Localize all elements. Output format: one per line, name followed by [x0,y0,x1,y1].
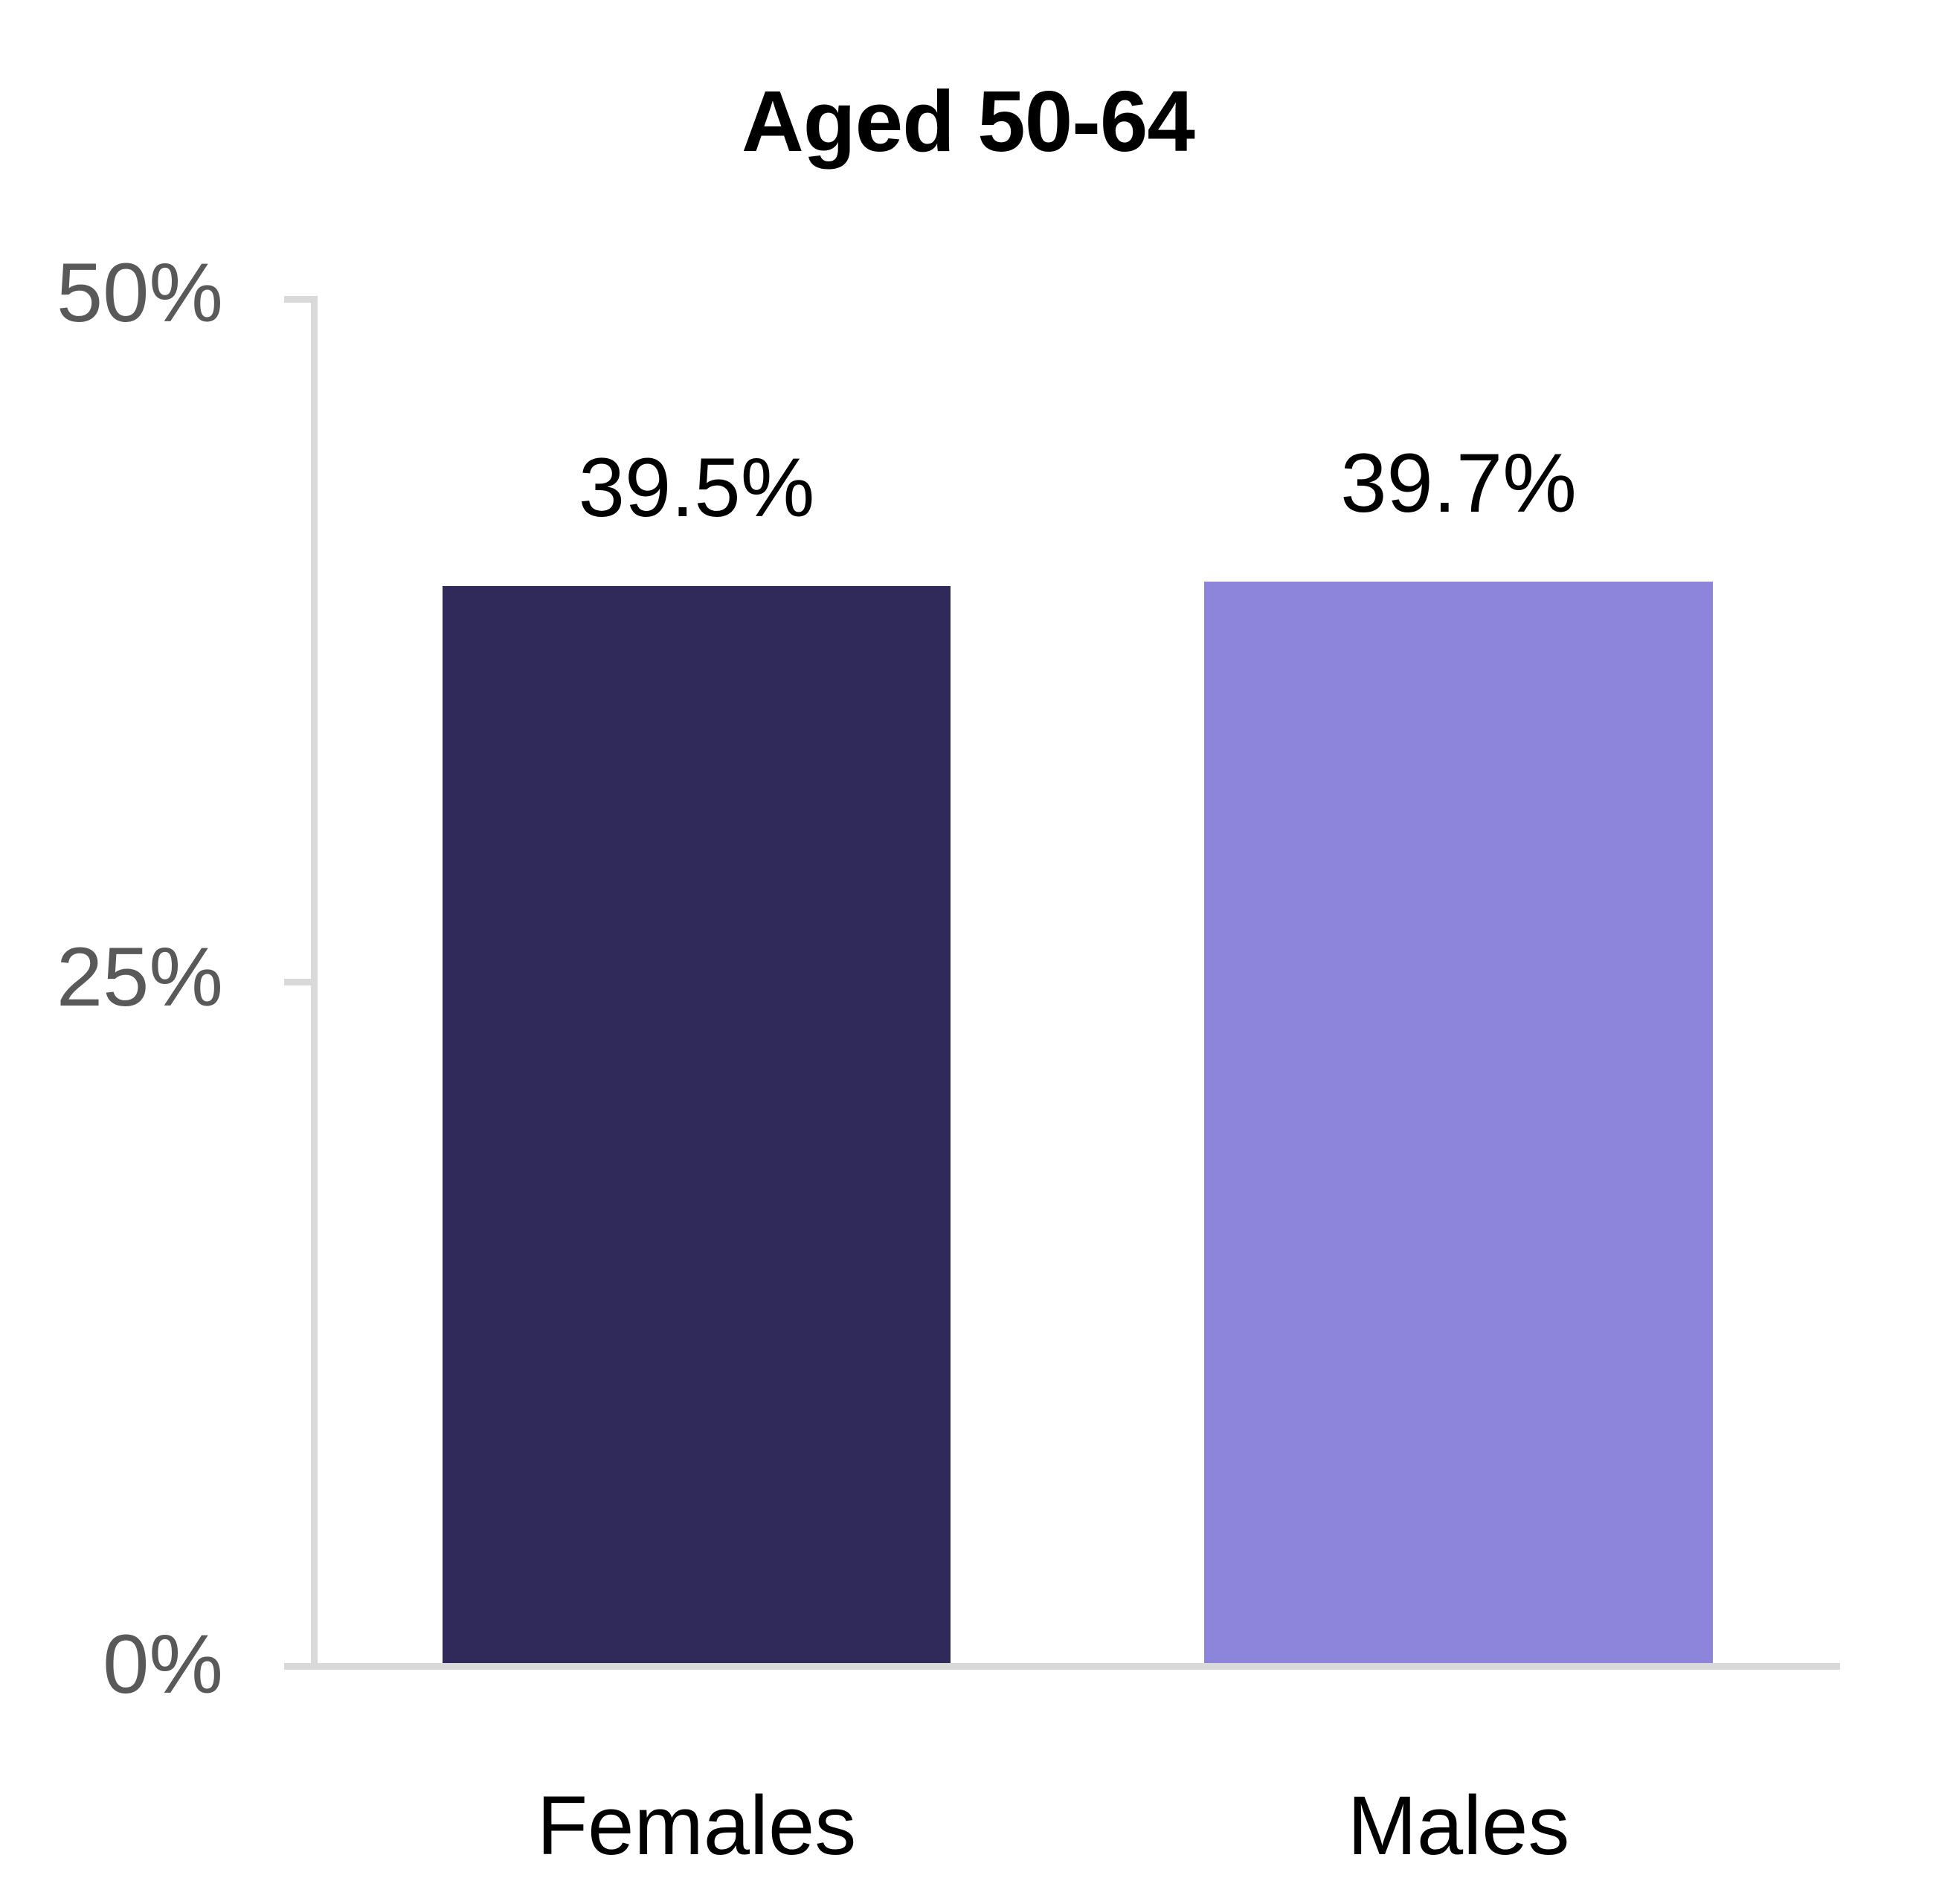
y-axis-tick-label-50: 50% [56,246,223,339]
category-label-females: Females [536,1779,857,1872]
category-label-males: Males [1347,1779,1570,1872]
data-label-females: 39.5% [578,441,815,534]
y-axis-line [311,296,318,1670]
y-axis-tick-label-25: 25% [56,930,223,1023]
y-axis-tick-mark-50 [284,296,318,303]
data-label-males: 39.7% [1340,437,1577,530]
x-axis-baseline [284,1663,1840,1670]
bar-males [1204,582,1713,1663]
chart-title: Aged 50-64 [742,73,1195,170]
y-axis-tick-label-0: 0% [103,1618,223,1711]
y-axis-tick-mark-25 [284,979,318,985]
bar-females [443,586,951,1663]
